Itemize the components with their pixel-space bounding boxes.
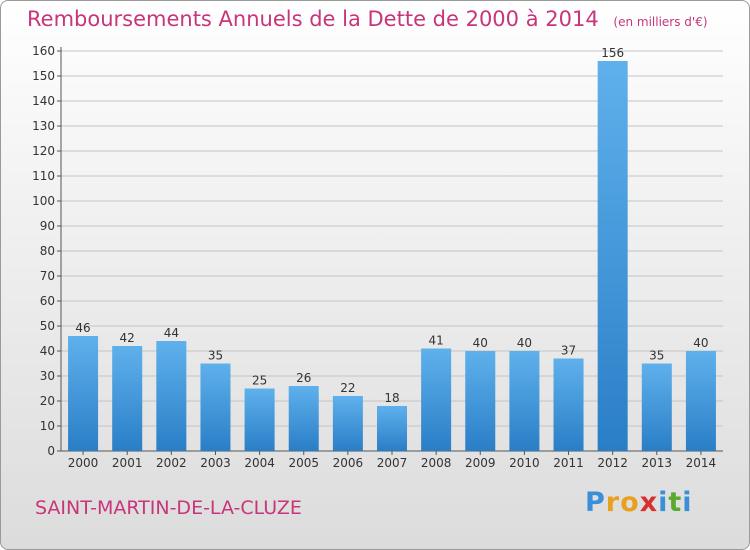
y-tick-label: 0	[47, 444, 55, 458]
y-tick-label: 150	[32, 69, 55, 83]
x-tick-label: 2014	[686, 456, 717, 470]
bar	[244, 388, 275, 451]
logo-letter: t	[668, 487, 683, 518]
bar	[112, 346, 143, 451]
y-tick-label: 50	[40, 319, 55, 333]
bar	[376, 406, 408, 451]
proxiti-logo: Proxiti	[585, 487, 693, 518]
bar-value-label: 44	[164, 326, 179, 340]
logo-letter: x	[639, 487, 659, 518]
bar-value-label: 40	[517, 336, 532, 350]
y-tick-label: 110	[32, 169, 55, 183]
bar	[641, 363, 672, 451]
bar-value-label: 42	[120, 331, 135, 345]
chart-title-line: Remboursements Annuels de la Dette de 20…	[27, 7, 708, 31]
y-tick-label: 20	[40, 394, 55, 408]
x-tick-label: 2010	[509, 456, 540, 470]
y-tick-label: 100	[32, 194, 55, 208]
bar-value-label: 41	[428, 334, 443, 348]
bar-value-label: 46	[75, 321, 90, 335]
municipality-name: SAINT-MARTIN-DE-LA-CLUZE	[35, 497, 302, 519]
x-tick-label: 2005	[288, 456, 319, 470]
x-tick-label: 2004	[244, 456, 275, 470]
x-tick-label: 2006	[333, 456, 364, 470]
y-tick-label: 130	[32, 119, 55, 133]
bar-value-label: 25	[252, 374, 267, 388]
bar	[200, 363, 231, 451]
bar-value-label: 37	[561, 344, 576, 358]
bar	[421, 348, 452, 451]
logo-letter: r	[605, 487, 621, 518]
logo-letter: o	[620, 487, 640, 518]
bar-value-label: 18	[384, 391, 399, 405]
logo-letter: i	[658, 487, 669, 518]
y-tick-label: 90	[40, 219, 55, 233]
bar-value-label: 22	[340, 381, 355, 395]
y-tick-label: 160	[32, 44, 55, 58]
bar-value-label: 35	[208, 349, 223, 363]
y-tick-label: 140	[32, 94, 55, 108]
y-tick-label: 30	[40, 369, 55, 383]
y-tick-label: 10	[40, 419, 55, 433]
x-tick-label: 2003	[200, 456, 231, 470]
y-tick-label: 70	[40, 269, 55, 283]
logo-letter: P	[585, 487, 606, 518]
x-tick-label: 2009	[465, 456, 496, 470]
logo-letter: i	[682, 487, 693, 518]
bar	[156, 341, 187, 451]
bar-value-label: 35	[649, 349, 664, 363]
bar	[685, 351, 716, 451]
y-tick-label: 40	[40, 344, 55, 358]
bar-value-label: 40	[693, 336, 708, 350]
x-tick-label: 2012	[597, 456, 628, 470]
y-tick-label: 120	[32, 144, 55, 158]
bar	[553, 358, 584, 451]
bar	[68, 336, 99, 451]
bar	[597, 61, 628, 451]
bar-value-label: 40	[473, 336, 488, 350]
x-tick-label: 2011	[553, 456, 584, 470]
x-tick-label: 2000	[68, 456, 99, 470]
x-tick-label: 2001	[112, 456, 143, 470]
chart-title: Remboursements Annuels de la Dette de 20…	[27, 7, 599, 31]
x-tick-label: 2007	[377, 456, 408, 470]
bar	[509, 351, 540, 451]
y-tick-label: 80	[40, 244, 55, 258]
x-tick-label: 2013	[642, 456, 673, 470]
x-tick-label: 2008	[421, 456, 452, 470]
bar-value-label: 156	[601, 46, 624, 60]
bar	[332, 396, 363, 451]
x-tick-label: 2002	[156, 456, 187, 470]
bar	[465, 351, 496, 451]
y-tick-label: 60	[40, 294, 55, 308]
bar	[288, 386, 319, 451]
bar-value-label: 26	[296, 371, 311, 385]
chart-unit-label: (en milliers d'€)	[613, 15, 708, 29]
